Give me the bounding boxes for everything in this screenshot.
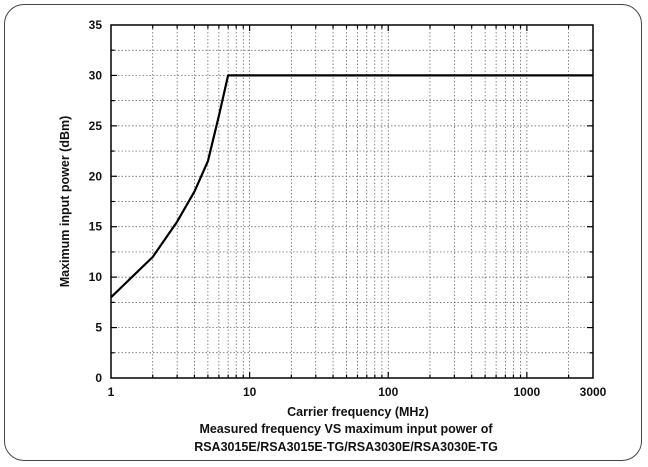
- x-tick-label: 100: [378, 385, 398, 399]
- caption-line-1: Measured frequency VS maximum input powe…: [199, 422, 493, 436]
- y-tick-label: 30: [89, 68, 103, 82]
- x-tick-label: 1: [108, 385, 115, 399]
- x-tick-label: 3000: [580, 385, 607, 399]
- grid: [111, 25, 593, 378]
- axis-ticks: [111, 25, 593, 378]
- y-tick-label: 15: [89, 220, 103, 234]
- x-tick-label: 1000: [514, 385, 541, 399]
- tick-labels: 1 10 100 1000 3000 0 5 10 15 20 25 30 35: [89, 18, 607, 399]
- y-tick-label: 5: [95, 321, 102, 335]
- x-axis-title: Carrier frequency (MHz): [287, 405, 429, 419]
- x-tick-label: 10: [243, 385, 257, 399]
- caption-line-2: RSA3015E/RSA3015E-TG/RSA3030E/RSA3030E-T…: [194, 440, 498, 454]
- y-tick-label: 20: [89, 169, 103, 183]
- y-tick-label: 25: [89, 119, 103, 133]
- series-lines: [110, 74, 593, 299]
- series-line: [110, 74, 593, 299]
- y-tick-label: 35: [89, 18, 103, 32]
- y-axis-title: Maximum input power (dBm): [58, 116, 72, 288]
- y-tick-label: 0: [95, 371, 102, 385]
- y-tick-label: 10: [89, 270, 103, 284]
